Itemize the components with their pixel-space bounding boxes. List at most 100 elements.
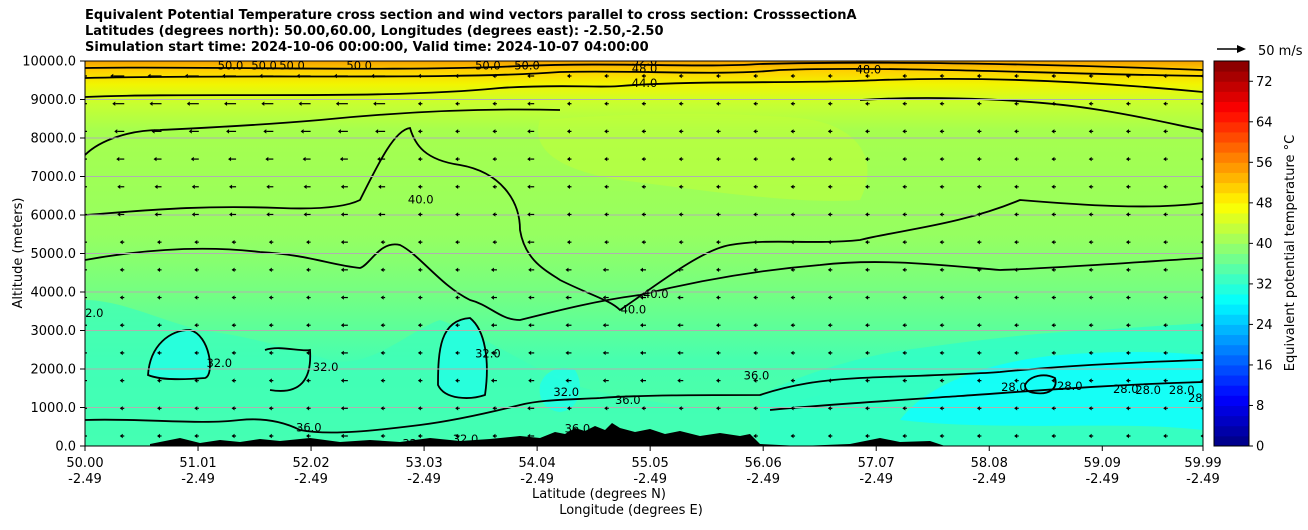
- wind-vector-head: [303, 184, 307, 189]
- colorbar-tick-label: 32: [1256, 277, 1273, 292]
- wind-vector-head: [976, 184, 980, 189]
- wind-vector-head: [716, 129, 720, 134]
- wind-vector-head: [371, 73, 375, 79]
- wind-vector-head: [602, 350, 606, 356]
- colorbar-bands: [1214, 61, 1249, 447]
- contour-44-east-line: [859, 97, 1203, 131]
- wind-vector-head: [753, 406, 757, 411]
- wind-vector-head: [490, 295, 494, 300]
- contour-36-line: [85, 359, 1203, 434]
- wind-vector-head: [455, 184, 459, 189]
- wind-vector-head: [566, 156, 570, 162]
- wind-vector-head: [119, 267, 123, 273]
- wind-vector-head: [1014, 156, 1018, 162]
- y-tick-label: 5000.0: [31, 247, 77, 262]
- wind-vector-head: [528, 378, 532, 383]
- wind-vector-head: [527, 129, 531, 134]
- wind-vector-head: [1051, 184, 1055, 189]
- wind-vector-head: [231, 433, 235, 439]
- wind-vector-head: [790, 184, 794, 189]
- wind-vector-head: [1088, 212, 1092, 217]
- wind-vector-head: [492, 73, 496, 79]
- wind-vector-head: [753, 212, 757, 217]
- colorbar-band: [1214, 354, 1249, 366]
- wind-vector-head: [490, 378, 494, 383]
- wind-vector-head: [677, 295, 681, 300]
- wind-vector-head: [1088, 73, 1092, 79]
- wind-vector-head: [1125, 184, 1129, 189]
- contour-label: 50.0: [279, 59, 305, 73]
- wind-vector-head: [1200, 101, 1203, 106]
- colorbar-band: [1214, 61, 1249, 72]
- wind-vector-head: [678, 184, 682, 189]
- wind-vector-head: [716, 406, 720, 411]
- wind-vector-head: [80, 185, 83, 189]
- wind-vector-head: [417, 267, 421, 273]
- wind-vector-head: [640, 323, 643, 328]
- wind-vector-head: [1200, 323, 1203, 328]
- wind-vector-head: [157, 295, 161, 300]
- wind-vector-head: [716, 323, 720, 328]
- wind-vector-head: [268, 239, 272, 245]
- wind-vector-head: [380, 323, 384, 328]
- wind-vector-head: [1125, 156, 1129, 162]
- wind-vector-head: [790, 239, 794, 245]
- wind-vector-head: [119, 378, 123, 383]
- wind-vector-head: [117, 212, 121, 217]
- colorbar-band: [1214, 304, 1249, 315]
- wind-vector-head: [678, 156, 682, 162]
- wind-vector-head: [333, 73, 337, 79]
- wind-vector-head: [716, 156, 720, 162]
- wind-vector-head: [976, 156, 980, 162]
- wind-vector-head: [865, 101, 869, 106]
- wind-vector-head: [1088, 295, 1092, 300]
- wind-vector-head: [80, 129, 83, 133]
- wind-vector-head: [827, 239, 831, 245]
- colorbar-band: [1214, 314, 1249, 325]
- wind-vector-head: [1088, 239, 1092, 245]
- colorbar-band: [1214, 192, 1249, 204]
- wind-vector-head: [1163, 101, 1167, 106]
- wind-vector-head: [677, 350, 681, 356]
- wind-vector-head: [528, 323, 532, 328]
- wind-vector-head: [827, 267, 831, 273]
- wind-vector-head: [641, 184, 645, 189]
- wind-vector-head: [306, 433, 310, 439]
- y-tick-label: 8000.0: [31, 132, 77, 147]
- contour-label: 48.0: [856, 62, 882, 76]
- wind-vector-head: [157, 378, 161, 383]
- wind-vector-head: [112, 101, 116, 106]
- wind-vector-head: [157, 323, 161, 328]
- wind-vector-head: [678, 101, 682, 106]
- x-axis: 50.00-2.4951.01-2.4952.02-2.4953.03-2.49…: [66, 446, 1222, 487]
- wind-vector-head: [1051, 267, 1055, 273]
- wind-vector-head: [492, 129, 496, 134]
- x-tick-label-lat: 59.09: [1084, 456, 1121, 471]
- colorbar-band: [1214, 294, 1249, 305]
- wind-vector-head: [380, 433, 384, 439]
- colorbar-band: [1214, 273, 1249, 285]
- wind-vector-head: [827, 101, 831, 106]
- wind-vector-head: [228, 156, 232, 162]
- colorbar-band: [1214, 425, 1249, 437]
- colorbar-tick-label: 72: [1256, 75, 1273, 90]
- wind-vector-head: [1163, 378, 1167, 383]
- contour-label: 32.0: [553, 385, 579, 399]
- wind-vector-head: [565, 267, 569, 273]
- wind-vector-head: [939, 350, 943, 356]
- wind-vector-head: [641, 433, 645, 439]
- wind-vector-head: [716, 295, 720, 300]
- x-tick-label-lon: -2.49: [294, 472, 328, 487]
- wind-vector-head: [259, 73, 263, 79]
- y-tick-label: 4000.0: [31, 286, 77, 301]
- wind-vector-head: [340, 239, 344, 245]
- contour-lines: [85, 61, 1203, 434]
- contour-label: 50.0: [346, 59, 372, 73]
- contour-44-west-line: [85, 108, 561, 156]
- wind-vector-head: [1014, 129, 1018, 134]
- wind-vector-head: [753, 350, 757, 356]
- wind-vector-head: [976, 267, 980, 273]
- wind-vector-head: [604, 184, 608, 189]
- colorbar-band: [1214, 415, 1249, 427]
